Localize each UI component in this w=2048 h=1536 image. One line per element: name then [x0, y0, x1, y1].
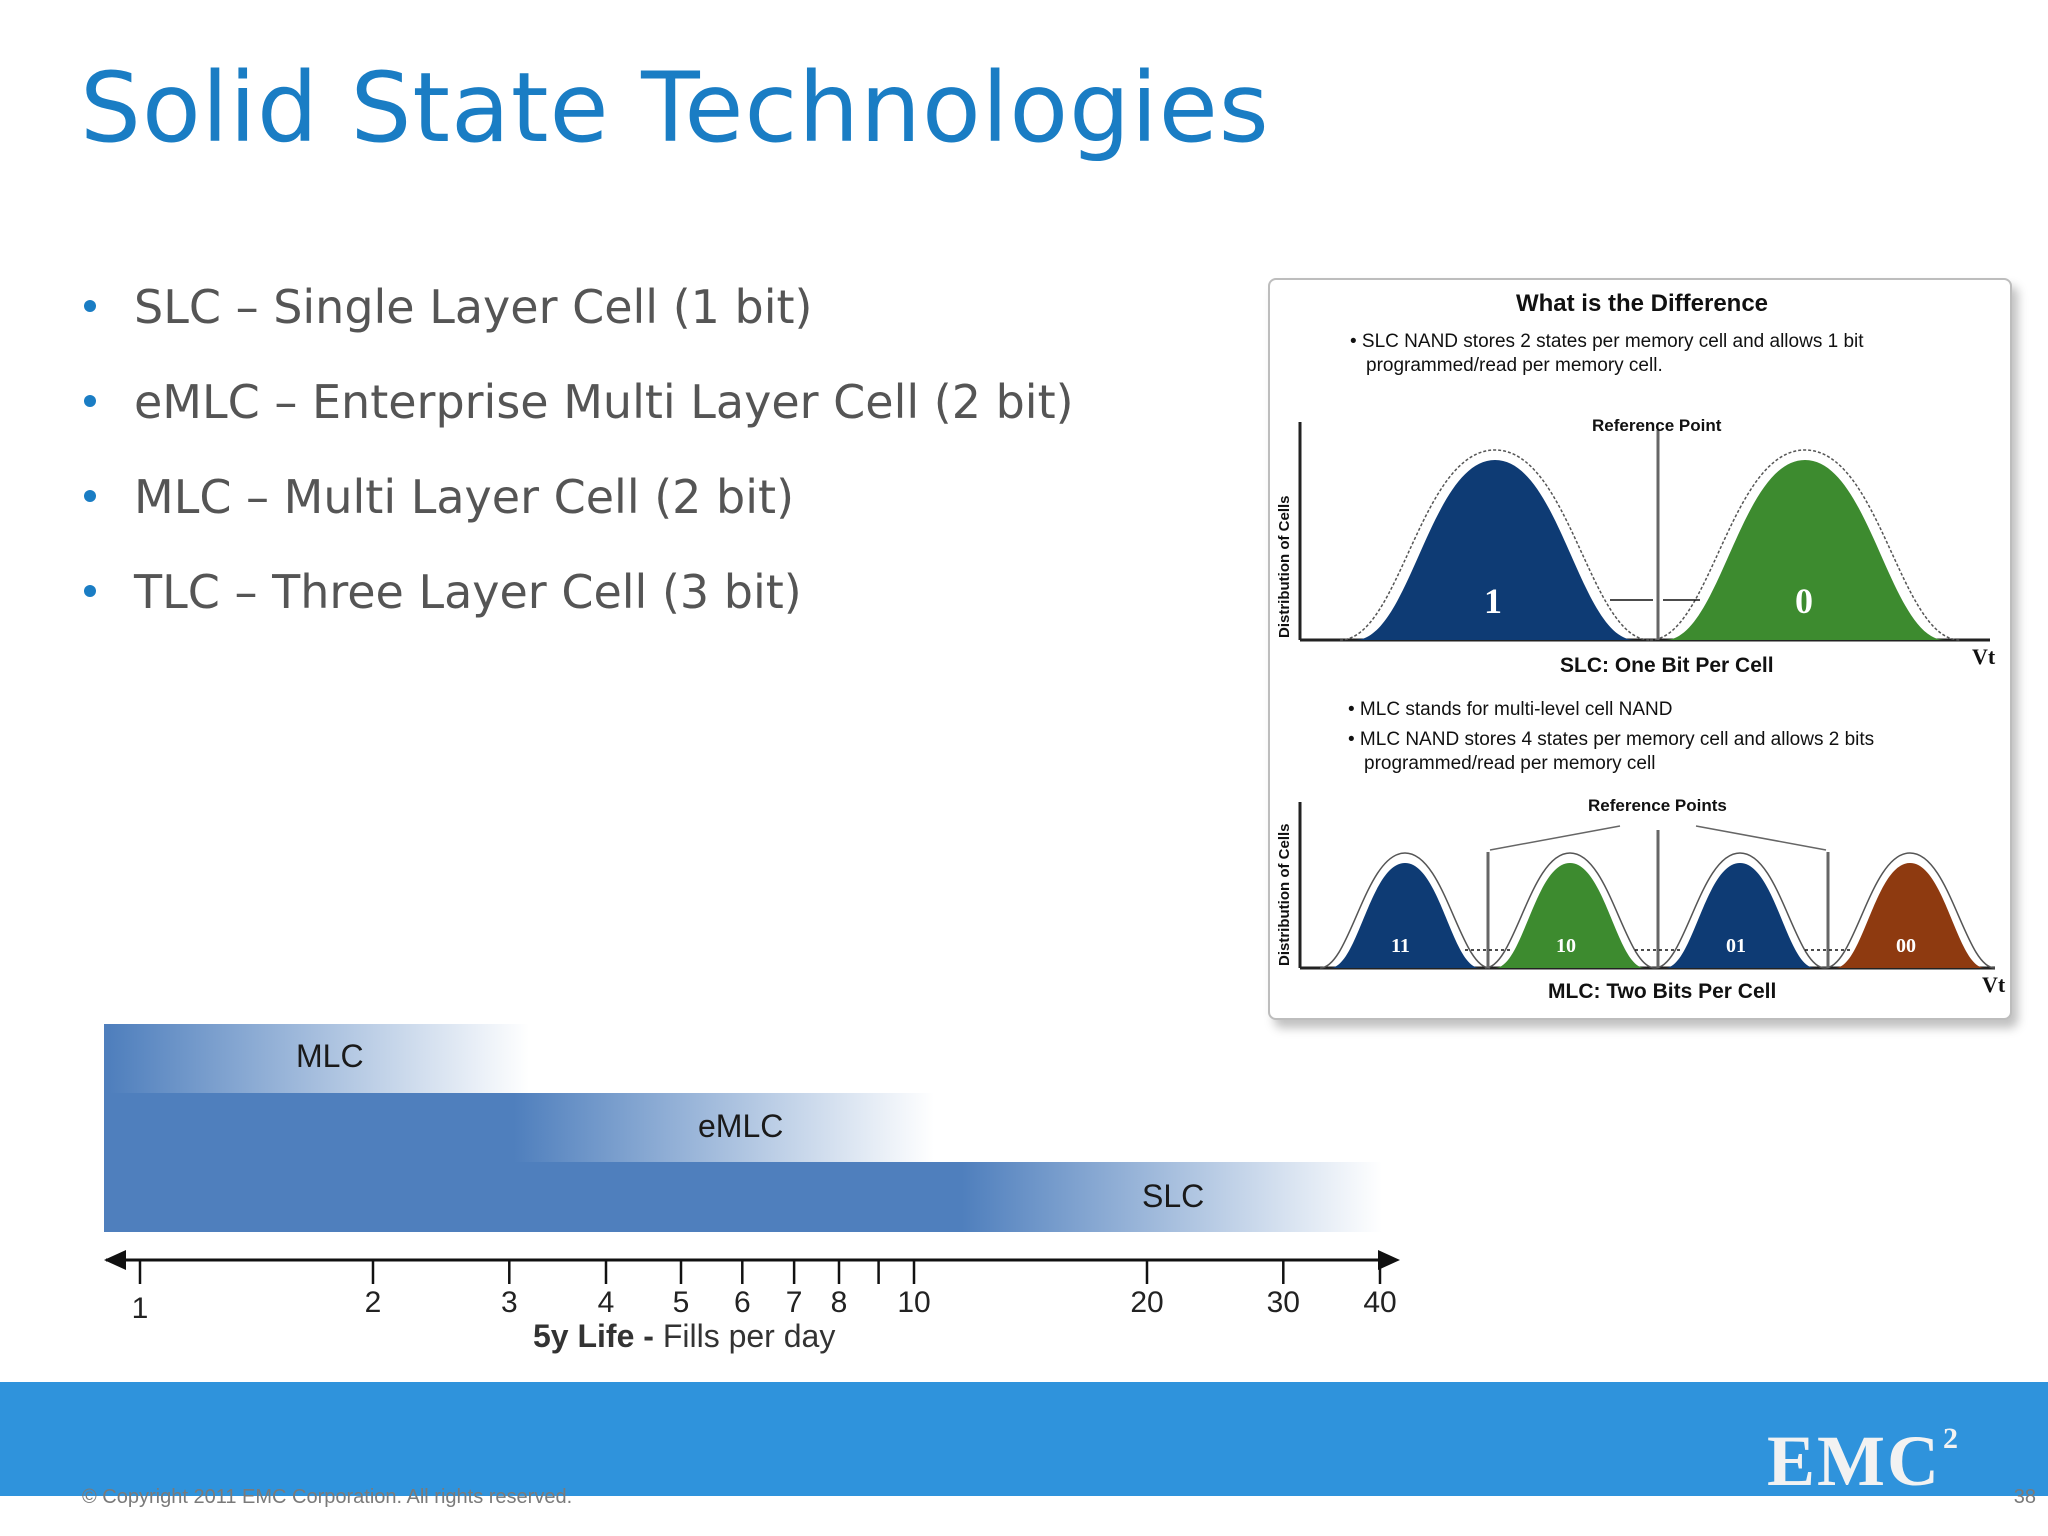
- distribution-graphics: [1298, 422, 1996, 970]
- slc-reference-label: Reference Point: [1592, 416, 1722, 435]
- mlc-state-label: 00: [1896, 935, 1916, 957]
- slc-curve-outline-0: [1649, 449, 1961, 641]
- slide-title: Solid State Technologies: [80, 52, 1270, 164]
- bullet-mlc: MLC – Multi Layer Cell (2 bit): [82, 470, 1074, 565]
- axis-tick-label: 5: [672, 1286, 690, 1319]
- slc-state-label: 1: [1484, 581, 1502, 621]
- emc-logo: EMC2: [1767, 1421, 1960, 1501]
- band-label-emlc: eMLC: [698, 1108, 784, 1144]
- axis-caption-bold: 5y Life -: [533, 1318, 654, 1354]
- fills-per-day-axis: [104, 1250, 1400, 1284]
- bullet-slc: SLC – Single Layer Cell (1 bit): [82, 280, 1074, 375]
- slc-description-line-2: programmed/read per memory cell.: [1366, 355, 1663, 376]
- axis-tick-label: 6: [733, 1286, 751, 1319]
- band-label-slc: SLC: [1142, 1178, 1205, 1214]
- axis-right-arrow-icon: [1378, 1250, 1400, 1270]
- axis-tick-label: 3: [500, 1286, 518, 1319]
- bullet-emlc: eMLC – Enterprise Multi Layer Cell (2 bi…: [82, 375, 1074, 470]
- mlc-caption: MLC: Two Bits Per Cell: [1548, 980, 1777, 1003]
- axis-tick-label: 7: [785, 1286, 803, 1319]
- mlc-reference-label: Reference Points: [1588, 796, 1727, 815]
- axis-tick-label: 4: [597, 1286, 615, 1319]
- mlc-reference-pointer: [1489, 825, 1621, 851]
- mlc-description-2-line-2: programmed/read per memory cell: [1364, 753, 1656, 774]
- mlc-description-1: • MLC stands for multi-level cell NAND: [1348, 699, 1673, 720]
- page-number: 38: [2013, 1486, 2036, 1508]
- footer-bar: [0, 1382, 2048, 1496]
- bullet-dot-icon: [84, 300, 96, 312]
- mlc-state-label: 11: [1391, 935, 1410, 957]
- slc-caption: SLC: One Bit Per Cell: [1560, 654, 1774, 677]
- bullet-dot-icon: [84, 395, 96, 407]
- mlc-curve-outline-10: [1484, 852, 1656, 969]
- mlc-curve-outline-00: [1824, 852, 1996, 969]
- axis-left-arrow-icon: [104, 1250, 126, 1270]
- mlc-state-11: [1330, 863, 1480, 968]
- mlc-state-01: [1665, 863, 1815, 968]
- mlc-state-label: 10: [1556, 935, 1576, 957]
- bullet-list: SLC – Single Layer Cell (1 bit) eMLC – E…: [82, 280, 1074, 660]
- mlc-reference-pointer: [1695, 825, 1827, 851]
- band-mlc: [104, 1024, 530, 1094]
- axis-caption-text: Fills per day: [662, 1318, 836, 1354]
- band-slc: [104, 1162, 1382, 1232]
- copyright: © Copyright 2011 EMC Corporation. All ri…: [82, 1486, 573, 1508]
- axis-tick-label: 40: [1363, 1286, 1397, 1319]
- slc-x-axis-label: Vt: [1972, 644, 1996, 669]
- slc-state-1: [1355, 460, 1635, 640]
- mlc-curve-outline-01: [1654, 852, 1826, 969]
- mlc-state-00: [1835, 863, 1985, 968]
- bullet-dot-icon: [84, 585, 96, 597]
- axis-tick-label: 2: [364, 1286, 382, 1319]
- slc-state-label: 0: [1795, 581, 1813, 621]
- bullet-dot-icon: [84, 490, 96, 502]
- mlc-curve-outline-11: [1319, 852, 1491, 969]
- axis-tick-label: 10: [897, 1286, 931, 1319]
- mlc-x-axis-label: Vt: [1982, 972, 2006, 997]
- slc-state-0: [1665, 460, 1945, 640]
- axis-tick-label: 1: [131, 1292, 149, 1325]
- diagram-heading: What is the Difference: [1515, 290, 1769, 317]
- axis-tick-label: 20: [1130, 1286, 1164, 1319]
- slc-curve-outline-1: [1339, 449, 1651, 641]
- mlc-description-2-line-1: • MLC NAND stores 4 states per memory ce…: [1348, 729, 1875, 750]
- bullet-tlc: TLC – Three Layer Cell (3 bit): [82, 565, 1074, 660]
- mlc-state-10: [1495, 863, 1645, 968]
- cell-distribution-diagram: What is the Difference • SLC NAND stores…: [1268, 278, 2012, 1020]
- axis-tick-label: 8: [830, 1286, 848, 1319]
- axis-ticks: [138, 1260, 1382, 1284]
- mlc-state-label: 01: [1726, 935, 1746, 957]
- axis-caption: 5y Life - Fills per day: [533, 1318, 835, 1355]
- slc-description-line-1: • SLC NAND stores 2 states per memory ce…: [1350, 331, 1864, 352]
- axis-tick-label: 30: [1266, 1286, 1300, 1319]
- band-label-mlc: MLC: [296, 1038, 364, 1074]
- band-emlc: [104, 1093, 934, 1163]
